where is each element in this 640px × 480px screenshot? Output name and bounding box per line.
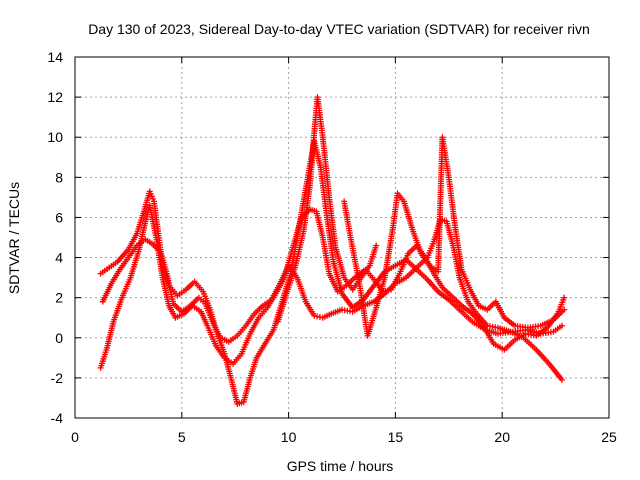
data-point [373, 242, 380, 249]
chart-title: Day 130 of 2023, Sidereal Day-to-day VTE… [88, 21, 590, 37]
plot-frame [74, 56, 610, 419]
y-tick-label: 10 [47, 129, 63, 145]
y-tick-label: 0 [55, 330, 63, 346]
data-point [559, 376, 566, 383]
data-point [561, 306, 568, 313]
x-axis-label: GPS time / hours [287, 458, 394, 474]
y-tick-label: 12 [47, 89, 63, 105]
tick-layer: 0 5 10 15 20 25 -4 -2 0 2 4 6 8 10 12 14 [47, 49, 617, 445]
y-tick-label: 6 [55, 209, 63, 225]
x-tick-label: 5 [178, 429, 186, 445]
x-tick-label: 10 [281, 429, 297, 445]
y-axis-label: SDTVAR / TECUs [6, 182, 22, 294]
data-layer [97, 94, 568, 407]
y-tick-label: 8 [55, 169, 63, 185]
data-point [311, 312, 318, 319]
y-tick-label: -4 [51, 410, 64, 426]
x-tick-label: 0 [71, 429, 79, 445]
x-tick-label: 15 [388, 429, 404, 445]
y-tick-label: 14 [47, 49, 63, 65]
x-tick-label: 25 [601, 429, 617, 445]
data-point [561, 294, 568, 301]
data-point [559, 322, 566, 329]
trace-marker [314, 313, 321, 320]
x-tick-label: 20 [494, 429, 510, 445]
y-tick-label: 4 [55, 250, 63, 266]
y-tick-label: 2 [55, 290, 63, 306]
y-tick-label: -2 [51, 370, 64, 386]
